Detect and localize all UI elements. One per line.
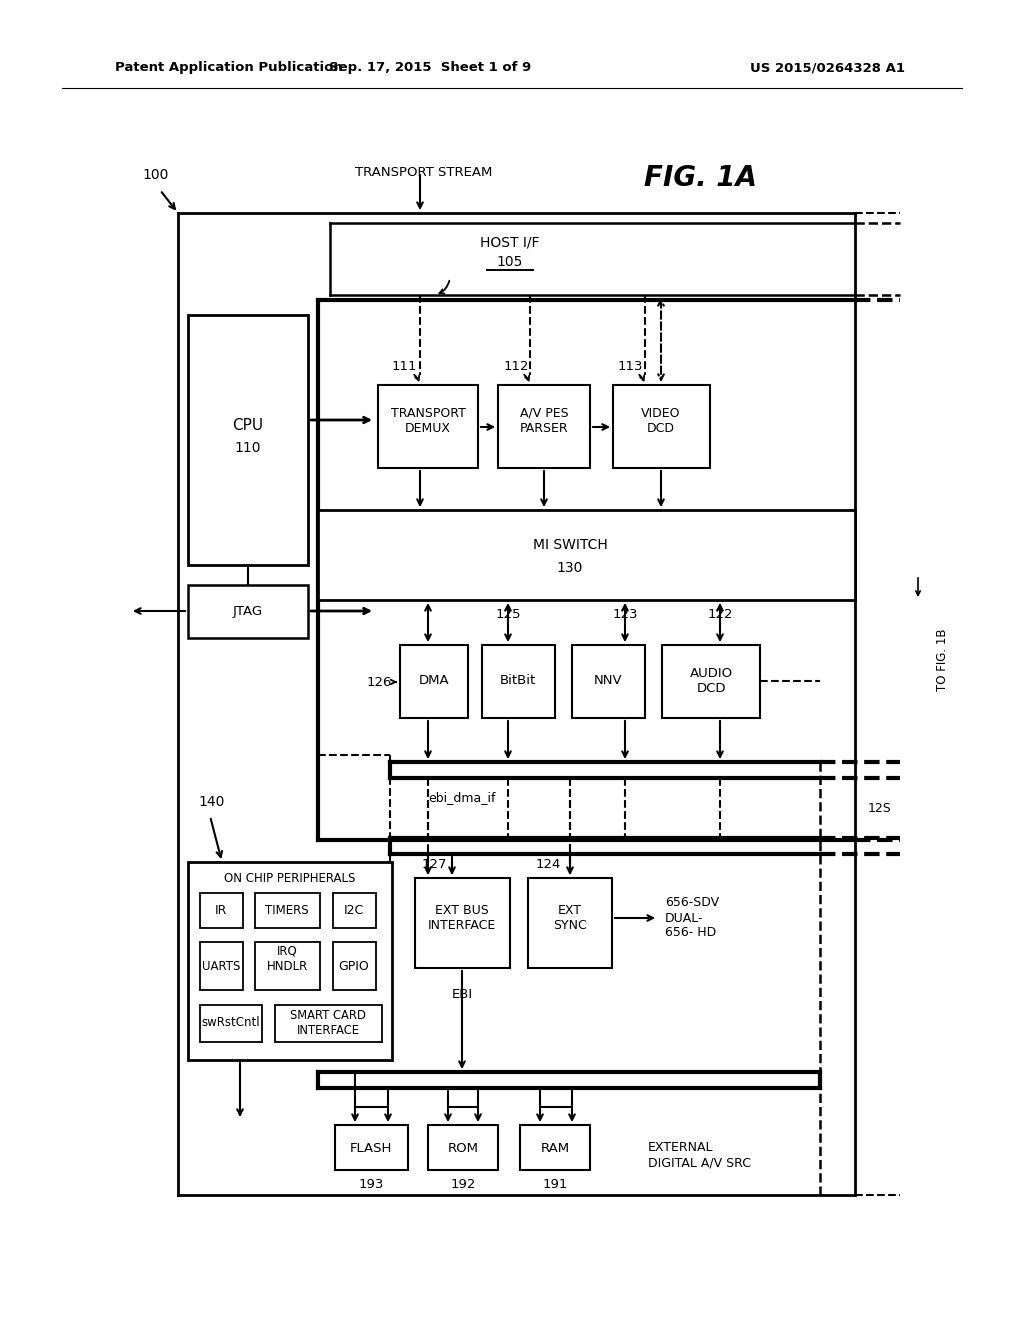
Text: EXTERNAL
DIGITAL A/V SRC: EXTERNAL DIGITAL A/V SRC <box>648 1140 751 1170</box>
Text: FIG. 1A: FIG. 1A <box>643 164 757 191</box>
Bar <box>572 645 645 718</box>
Text: EXT BUS
INTERFACE: EXT BUS INTERFACE <box>428 904 496 932</box>
Text: 127: 127 <box>421 858 446 870</box>
Text: ON CHIP PERIPHERALS: ON CHIP PERIPHERALS <box>224 871 355 884</box>
Text: MI SWITCH: MI SWITCH <box>532 539 607 552</box>
Text: CPU: CPU <box>232 417 263 433</box>
Text: swRstCntl: swRstCntl <box>202 1016 260 1030</box>
Text: 100: 100 <box>142 168 168 182</box>
Bar <box>200 894 243 928</box>
Text: TIMERS: TIMERS <box>265 903 309 916</box>
Text: VIDEO
DCD: VIDEO DCD <box>641 407 681 436</box>
Text: HOST I/F: HOST I/F <box>480 235 540 249</box>
Text: I2C: I2C <box>344 903 365 916</box>
Text: TRANSPORT
DEMUX: TRANSPORT DEMUX <box>390 407 466 436</box>
Bar <box>482 645 555 718</box>
Text: EXT
SYNC: EXT SYNC <box>553 904 587 932</box>
Bar <box>378 385 478 469</box>
Bar <box>333 942 376 990</box>
Text: DMA: DMA <box>419 675 450 688</box>
Text: 110: 110 <box>234 441 261 455</box>
Text: 124: 124 <box>536 858 561 870</box>
Bar <box>200 1005 262 1041</box>
Text: 126: 126 <box>367 676 392 689</box>
Text: ebi_dma_if: ebi_dma_if <box>428 792 496 804</box>
Bar <box>335 1125 408 1170</box>
Bar <box>662 645 760 718</box>
Text: 193: 193 <box>358 1179 384 1192</box>
Text: Sep. 17, 2015  Sheet 1 of 9: Sep. 17, 2015 Sheet 1 of 9 <box>329 62 531 74</box>
Text: 192: 192 <box>451 1179 476 1192</box>
Bar <box>188 315 308 565</box>
Text: SMART CARD
INTERFACE: SMART CARD INTERFACE <box>290 1008 366 1038</box>
Text: A/V PES
PARSER: A/V PES PARSER <box>520 407 568 436</box>
Bar <box>188 585 308 638</box>
Bar <box>613 385 710 469</box>
Text: IR: IR <box>215 903 227 916</box>
Text: ROM: ROM <box>447 1142 478 1155</box>
Bar <box>275 1005 382 1041</box>
Text: UARTS: UARTS <box>202 960 241 973</box>
Text: GPIO: GPIO <box>339 960 370 973</box>
Text: TRANSPORT STREAM: TRANSPORT STREAM <box>355 165 493 178</box>
Text: 656-SDV
DUAL-
656- HD: 656-SDV DUAL- 656- HD <box>665 896 719 940</box>
Bar <box>528 878 612 968</box>
Text: JTAG: JTAG <box>232 605 263 618</box>
Bar <box>520 1125 590 1170</box>
Bar <box>318 510 855 601</box>
Bar <box>428 1125 498 1170</box>
Bar <box>415 878 510 968</box>
Bar <box>188 862 392 1060</box>
Bar <box>255 942 319 990</box>
Text: 130: 130 <box>557 561 584 576</box>
Text: BitBit: BitBit <box>500 675 537 688</box>
Bar <box>200 942 243 990</box>
Text: 122: 122 <box>708 607 733 620</box>
Text: 113: 113 <box>617 359 643 372</box>
Text: 123: 123 <box>612 607 638 620</box>
Text: AUDIO
DCD: AUDIO DCD <box>689 667 732 696</box>
Text: 125: 125 <box>496 607 521 620</box>
Text: 191: 191 <box>543 1179 567 1192</box>
Text: 105: 105 <box>497 255 523 269</box>
Text: 12S: 12S <box>868 801 892 814</box>
Text: FLASH: FLASH <box>350 1142 392 1155</box>
Bar <box>333 894 376 928</box>
Text: 111: 111 <box>391 359 417 372</box>
Bar <box>255 894 319 928</box>
Text: RAM: RAM <box>541 1142 569 1155</box>
Text: IRQ
HNDLR: IRQ HNDLR <box>266 945 307 973</box>
Text: EBI: EBI <box>452 989 472 1002</box>
Bar <box>400 645 468 718</box>
Bar <box>498 385 590 469</box>
Text: 112: 112 <box>503 359 528 372</box>
Text: Patent Application Publication: Patent Application Publication <box>115 62 343 74</box>
Text: TO FIG. 1B: TO FIG. 1B <box>936 628 948 692</box>
Text: US 2015/0264328 A1: US 2015/0264328 A1 <box>750 62 905 74</box>
Text: NNV: NNV <box>594 675 623 688</box>
Text: 140: 140 <box>198 795 224 809</box>
